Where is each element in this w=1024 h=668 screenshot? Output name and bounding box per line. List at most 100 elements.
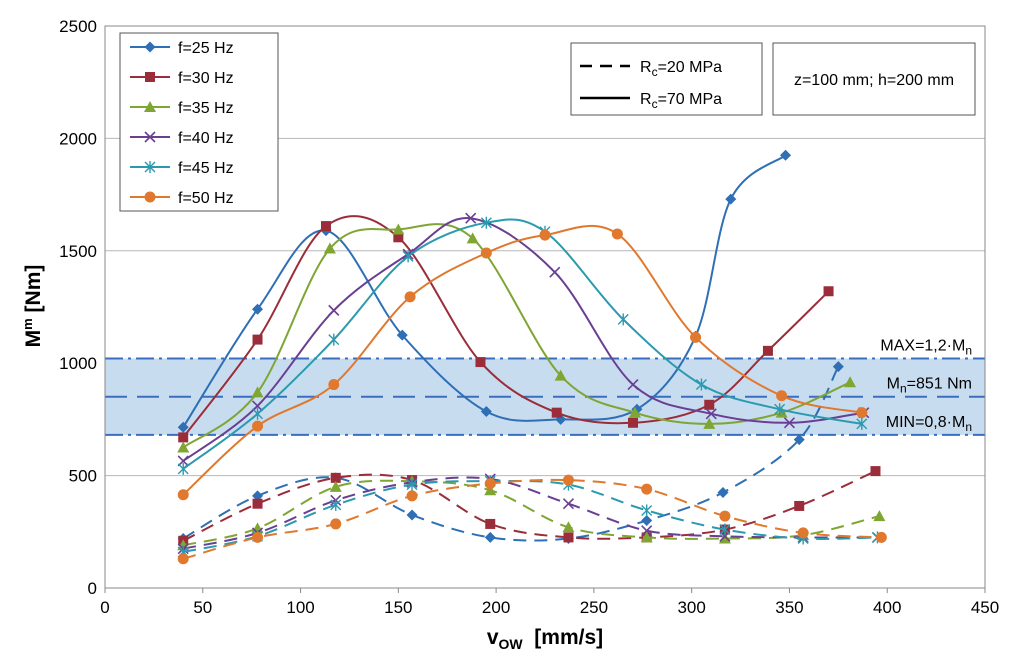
data-point-rc20	[641, 515, 653, 527]
plot-area-border	[104, 25, 986, 589]
data-point-rc70	[177, 421, 189, 433]
data-point-rc70	[251, 386, 264, 398]
data-point-rc70	[762, 345, 773, 356]
data-point-rc70	[252, 303, 264, 315]
data-point-rc20	[330, 518, 342, 530]
data-point-rc70	[628, 406, 641, 418]
min-limit-label: MIN=0,8·Mn	[886, 414, 972, 434]
legend-marker	[144, 161, 156, 173]
line-style-legend-box	[570, 42, 763, 116]
x-tick-label: 100	[286, 598, 314, 617]
data-point-rc20	[177, 553, 189, 565]
data-point-rc70	[178, 432, 189, 443]
data-point-rc20	[406, 478, 418, 491]
data-point-rc20	[562, 521, 575, 533]
series-f35hz	[177, 223, 886, 551]
data-point-rc70	[177, 489, 189, 501]
data-point-rc70	[323, 242, 336, 254]
data-point-rc20	[406, 490, 418, 502]
data-point-rc20	[870, 466, 881, 477]
data-point-rc70	[396, 329, 408, 341]
legend-marker	[144, 191, 156, 203]
data-point-rc70	[466, 232, 479, 244]
data-point-rc20	[252, 531, 264, 543]
data-point-rc70	[611, 228, 623, 240]
data-point-rc20	[797, 527, 809, 539]
data-point-rc70	[703, 417, 716, 429]
data-point-rc70	[252, 334, 263, 345]
axis-ticks: 0 500 1000 1500 2000 2500 0 50 100 150 200 250 300 35…	[59, 17, 999, 617]
data-point-rc70	[252, 420, 264, 432]
legend: f=25 Hz f=30 Hz f=35 Hz f=40 Hz f=45 Hz f=50 …	[119, 32, 763, 212]
series-line-rc20	[182, 366, 840, 542]
data-point-rc20	[252, 490, 264, 502]
data-point-rc70	[551, 407, 562, 418]
data-point-rc70	[480, 406, 492, 418]
parameters-note-box	[772, 42, 976, 116]
data-point-rc20	[719, 523, 731, 536]
data-point-rc20	[719, 510, 731, 522]
data-point-rc70	[856, 417, 868, 430]
series-line-rc70	[182, 225, 863, 496]
data-point-rc20	[640, 531, 653, 543]
data-series	[177, 149, 887, 565]
x-tick-label: 150	[384, 598, 412, 617]
legend-entry-label: f=30 Hz	[178, 70, 234, 87]
data-point-rc70	[695, 378, 707, 391]
data-point-rc70	[475, 357, 486, 368]
data-point-rc20	[717, 486, 729, 498]
data-point-rc70	[480, 216, 492, 229]
legend-entry-label: f=45 Hz	[178, 160, 234, 177]
series-line-rc70	[182, 223, 851, 449]
line-style-label-solid: Rc=70 MPa	[640, 91, 722, 111]
data-point-rc70	[177, 441, 190, 453]
data-point-rc20	[873, 510, 886, 522]
legend-entry-label: f=35 Hz	[178, 100, 234, 117]
y-tick-label: 1500	[59, 242, 97, 261]
data-point-rc70	[705, 408, 717, 420]
data-point-rc20	[329, 480, 342, 492]
x-tick-label: 200	[482, 598, 510, 617]
data-point-rc70	[393, 232, 404, 243]
y-tick-label: 1000	[59, 354, 97, 373]
data-point-rc20	[252, 498, 263, 509]
legend-entry-label: f=50 Hz	[178, 190, 234, 207]
annotations: z=100 mm; h=200 mm MAX=1,2·Mn Mn=851 Nm MIN…	[772, 42, 976, 434]
axis-titles: vOW [mm/s] Mm [Nm]	[20, 265, 603, 652]
data-point-rc70	[725, 193, 737, 205]
data-point-rc70	[320, 221, 331, 232]
data-point-rc20	[641, 483, 653, 495]
x-tick-label: 450	[971, 598, 999, 617]
x-tick-label: 400	[873, 598, 901, 617]
legend-entry-label: f=40 Hz	[178, 130, 234, 147]
data-point-rc20	[832, 361, 844, 373]
data-point-rc20	[484, 477, 496, 489]
data-point-rc70	[783, 417, 796, 429]
series-line-rc20	[182, 470, 876, 542]
series-line-rc70	[182, 154, 787, 428]
y-axis-title: Mm [Nm]	[20, 265, 45, 348]
data-point-rc70	[251, 400, 264, 412]
series-line-rc20	[182, 476, 878, 550]
data-point-rc70	[177, 462, 189, 475]
data-point-rc70	[554, 369, 567, 381]
data-point-rc20	[793, 434, 805, 446]
data-point-rc20	[330, 472, 341, 483]
data-point-rc20	[484, 484, 497, 496]
x-axis-title: vOW [mm/s]	[487, 626, 603, 652]
data-point-rc70	[856, 407, 868, 419]
parameters-note: z=100 mm; h=200 mm	[794, 72, 954, 89]
x-tick-label: 0	[100, 598, 109, 617]
line-style-label-dashed: Rc=20 MPa	[640, 59, 722, 79]
legend-marker	[144, 131, 156, 143]
series-line-rc20	[182, 479, 878, 553]
data-point-rc70	[549, 266, 561, 278]
legend-box	[119, 32, 279, 212]
data-point-rc70	[780, 149, 792, 161]
data-point-rc20	[562, 498, 575, 510]
data-point-rc20	[330, 498, 342, 511]
data-point-rc20	[641, 525, 653, 537]
data-point-rc70	[252, 407, 264, 420]
series-line-rc70	[182, 217, 864, 462]
data-point-rc70	[704, 399, 715, 410]
